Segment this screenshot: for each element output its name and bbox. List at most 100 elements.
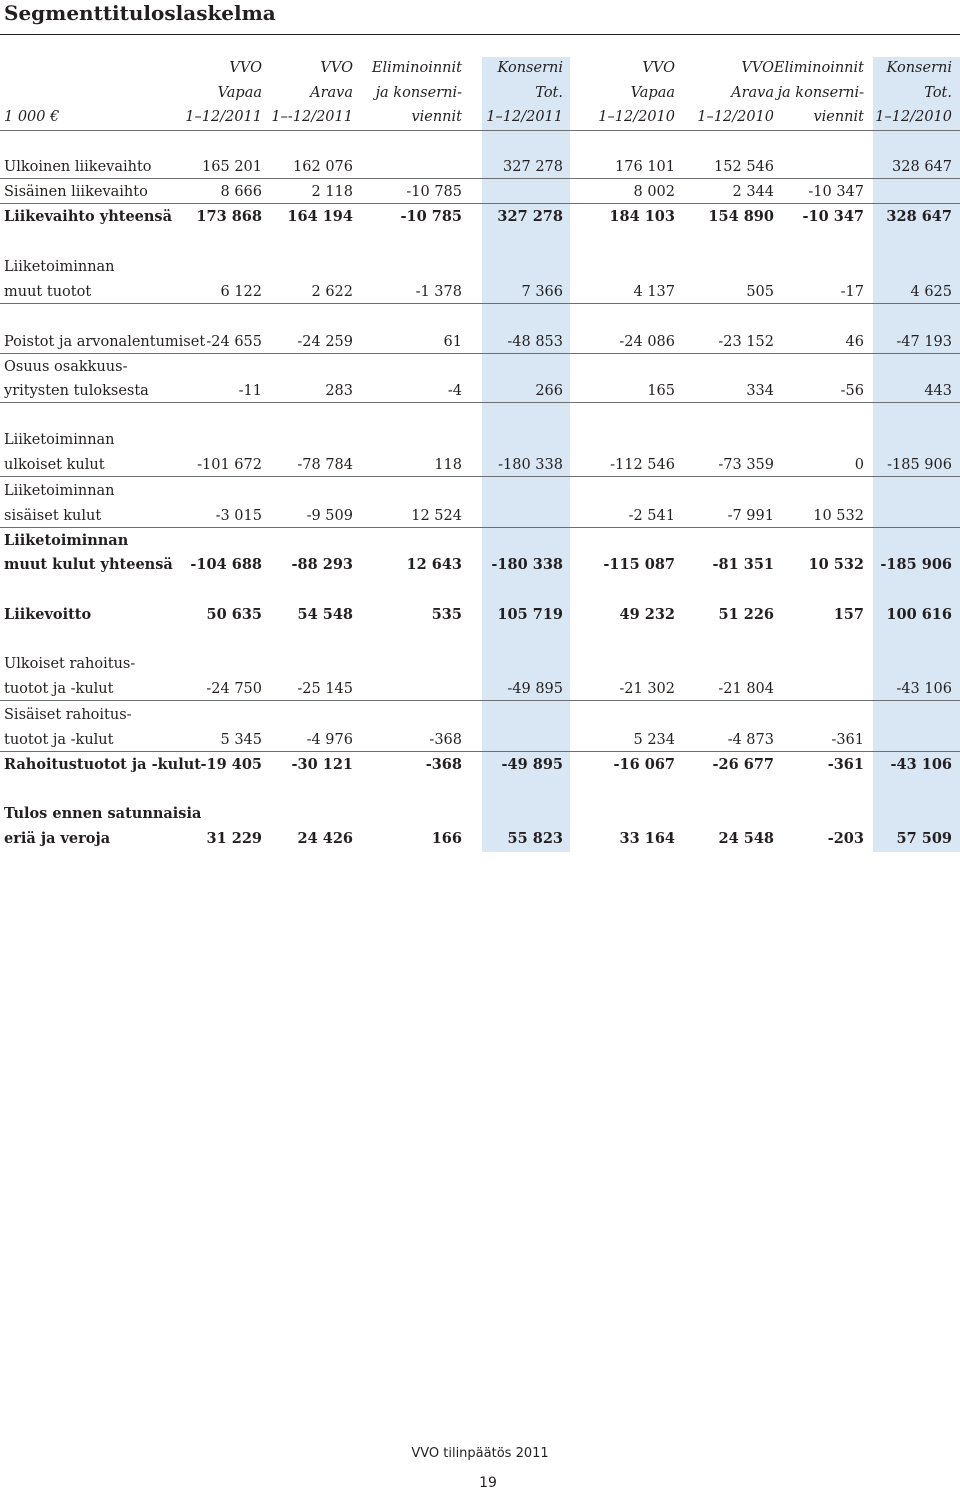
cell-vvo-vapaa-2010: -112 546 (610, 457, 675, 473)
cell-konserni-2011: 7 366 (521, 284, 563, 300)
cell-konserni-2011: 105 719 (497, 606, 563, 623)
cell-vvo-arava-2010: 2 344 (732, 184, 774, 200)
header-eliminoinnit-2010-line1: Eliminoinnit (773, 60, 864, 76)
cell-vvo-arava-2010: 24 548 (718, 830, 775, 847)
cell-vvo-arava-2010: -81 351 (712, 556, 774, 573)
cell-eliminoinnit-2010: -203 (827, 830, 864, 847)
cell-konserni-2010: -47 193 (896, 334, 952, 350)
footer-brand: VVO tilinpäätös 2011 (411, 1446, 549, 1461)
cell-konserni-2011: -180 338 (491, 556, 563, 573)
cell-vvo-arava-2011: -30 121 (291, 756, 353, 773)
cell-vvo-arava-2010: 152 546 (714, 159, 774, 175)
cell-eliminoinnit-2011: 535 (431, 606, 462, 623)
cell-vvo-arava-2010: 505 (746, 284, 774, 300)
row-divider (0, 527, 960, 528)
cell-vvo-arava-2010: 334 (746, 383, 774, 399)
cell-vvo-vapaa-2011: 8 666 (220, 184, 262, 200)
cell-eliminoinnit-2011: -368 (425, 756, 462, 773)
header-eliminoinnit-2011-line1: Eliminoinnit (371, 60, 462, 76)
header-unit: 1 000 € (4, 109, 60, 125)
header-konserni-2011-line2: Tot. (535, 85, 563, 101)
row-label: muut kulut yhteensä (4, 556, 173, 573)
konserni-2010-column-shading (873, 57, 960, 852)
cell-vvo-vapaa-2011: -11 (238, 383, 262, 399)
cell-eliminoinnit-2010: -56 (840, 383, 864, 399)
cell-vvo-vapaa-2010: 184 103 (609, 208, 675, 225)
cell-vvo-vapaa-2011: 50 635 (206, 606, 263, 623)
row-label: eriä ja veroja (4, 830, 111, 847)
row-label: Liikevoitto (4, 606, 92, 623)
cell-konserni-2011: -48 853 (507, 334, 563, 350)
header-konserni-2011-line1: Konserni (497, 60, 563, 76)
row-label: muut tuotot (4, 284, 92, 300)
cell-vvo-vapaa-2011: 31 229 (206, 830, 263, 847)
cell-vvo-arava-2011: 164 194 (287, 208, 353, 225)
row-label-prefix: Liiketoiminnan (4, 483, 115, 499)
cell-vvo-arava-2010: 51 226 (718, 606, 775, 623)
cell-vvo-vapaa-2011: -101 672 (197, 457, 262, 473)
cell-konserni-2011: -180 338 (498, 457, 563, 473)
cell-vvo-arava-2011: -88 293 (291, 556, 353, 573)
header-konserni-2010-line1: Konserni (886, 60, 952, 76)
cell-eliminoinnit-2011: 118 (434, 457, 462, 473)
cell-konserni-2010: 57 509 (896, 830, 953, 847)
cell-vvo-arava-2011: 24 426 (297, 830, 354, 847)
cell-vvo-vapaa-2011: -24 655 (206, 334, 262, 350)
row-label: tuotot ja -kulut (4, 681, 114, 697)
header-konserni-2011-line3: 1–12/2011 (486, 109, 563, 125)
cell-vvo-vapaa-2010: 5 234 (633, 732, 675, 748)
cell-vvo-arava-2010: -23 152 (718, 334, 774, 350)
header-vvo-arava-2011-line1: VVO (320, 60, 353, 76)
header-divider (0, 130, 960, 131)
cell-vvo-vapaa-2010: 8 002 (633, 184, 675, 200)
header-konserni-2010-line3: 1–12/2010 (875, 109, 952, 125)
row-label: Poistot ja arvonalentumiset (4, 334, 206, 350)
cell-eliminoinnit-2011: -4 (447, 383, 462, 399)
cell-vvo-vapaa-2010: -24 086 (619, 334, 675, 350)
row-label-prefix: Liiketoiminnan (4, 532, 129, 549)
cell-eliminoinnit-2010: -17 (840, 284, 864, 300)
cell-eliminoinnit-2010: 0 (854, 457, 864, 473)
cell-konserni-2010: 443 (924, 383, 952, 399)
row-divider (0, 178, 960, 179)
header-vvo-arava-2011-line2: Arava (310, 85, 353, 101)
header-vvo-vapaa-2011-line3: 1–12/2011 (185, 109, 262, 125)
row-label-prefix: Osuus osakkuus- (4, 359, 128, 375)
row-label: sisäiset kulut (4, 508, 102, 524)
cell-konserni-2010: -185 906 (887, 457, 952, 473)
cell-vvo-vapaa-2010: 33 164 (619, 830, 676, 847)
cell-vvo-vapaa-2010: -115 087 (603, 556, 675, 573)
cell-konserni-2011: -49 895 (507, 681, 563, 697)
row-label: Ulkoinen liikevaihto (4, 159, 152, 175)
cell-konserni-2011: 327 278 (497, 208, 563, 225)
cell-vvo-vapaa-2010: 4 137 (633, 284, 675, 300)
cell-konserni-2010: -185 906 (880, 556, 952, 573)
cell-vvo-arava-2011: 2 622 (311, 284, 353, 300)
header-vvo-vapaa-2010-line2: Vapaa (630, 85, 675, 101)
cell-konserni-2010: 100 616 (886, 606, 952, 623)
header-vvo-vapaa-2010-line1: VVO (642, 60, 675, 76)
cell-vvo-vapaa-2011: 173 868 (196, 208, 262, 225)
cell-vvo-vapaa-2011: -3 015 (215, 508, 262, 524)
header-eliminoinnit-2010-line3: viennit (813, 109, 864, 125)
cell-eliminoinnit-2011: 61 (443, 334, 462, 350)
cell-konserni-2010: -43 106 (896, 681, 952, 697)
cell-vvo-arava-2011: -4 976 (306, 732, 353, 748)
row-label-prefix: Ulkoiset rahoitus- (4, 656, 136, 672)
cell-konserni-2011: -49 895 (501, 756, 563, 773)
header-vvo-arava-2011-line3: 1–-12/2011 (271, 109, 353, 125)
cell-eliminoinnit-2010: -361 (827, 756, 864, 773)
cell-vvo-arava-2011: 2 118 (311, 184, 353, 200)
header-eliminoinnit-2010-line2: ja konserni- (777, 85, 864, 101)
title-divider (0, 34, 960, 35)
cell-vvo-vapaa-2010: -16 067 (613, 756, 675, 773)
row-label: yritysten tuloksesta (4, 383, 149, 399)
cell-eliminoinnit-2010: 10 532 (813, 508, 864, 524)
header-eliminoinnit-2011-line3: viennit (411, 109, 462, 125)
cell-vvo-arava-2011: -24 259 (297, 334, 353, 350)
header-vvo-arava-2010-line2: Arava (731, 85, 774, 101)
header-vvo-vapaa-2010-line3: 1–12/2010 (598, 109, 675, 125)
row-label: Liikevaihto yhteensä (4, 208, 172, 225)
cell-vvo-vapaa-2011: 5 345 (220, 732, 262, 748)
cell-vvo-vapaa-2010: 49 232 (619, 606, 676, 623)
